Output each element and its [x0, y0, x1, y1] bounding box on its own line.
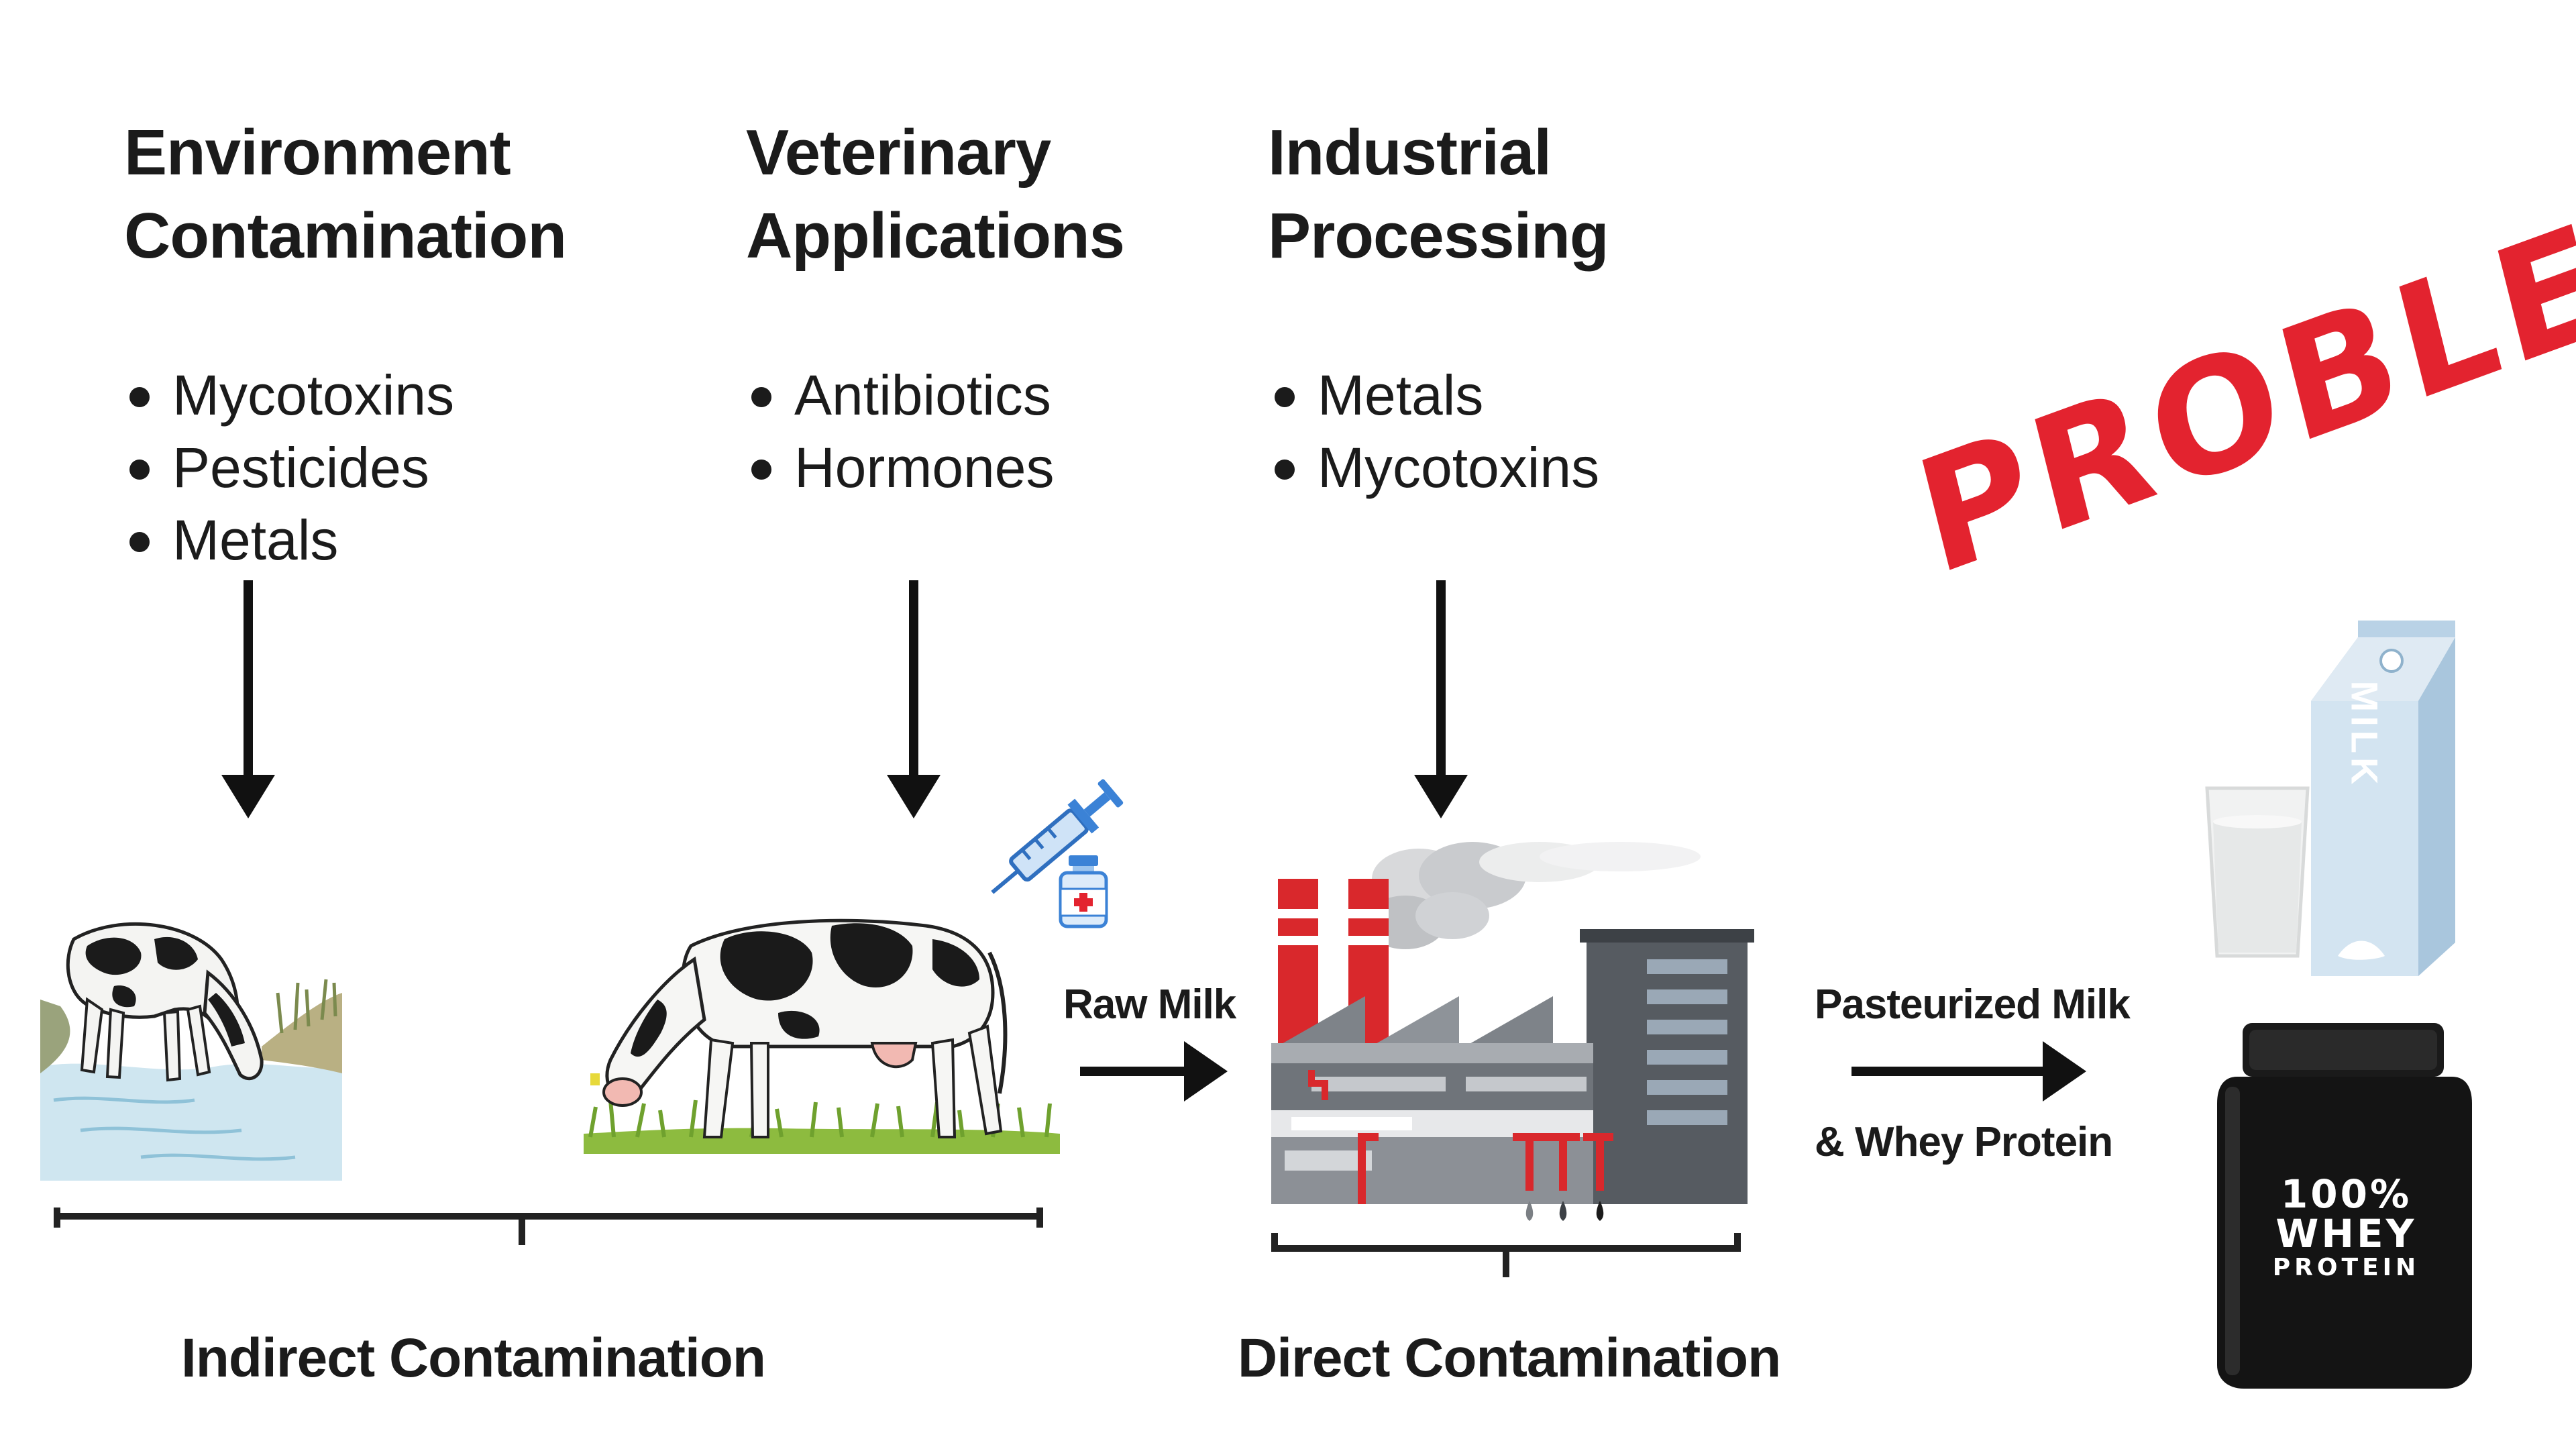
whey-tub-icon: 100% WHEY PROTEIN: [2217, 1023, 2475, 1392]
milk-glass-icon: [2205, 786, 2310, 958]
direct-bracket: [1271, 1233, 1741, 1277]
arrow-down-icon: [887, 580, 941, 818]
whey-protein-label: & Whey Protein: [1815, 1119, 2113, 1165]
factory-icon: [1271, 842, 1754, 1221]
list-item: Metals: [1269, 359, 1599, 431]
list-item: Antibiotics: [746, 359, 1054, 431]
arrow-down-icon: [221, 580, 275, 818]
list-item: Mycotoxins: [124, 359, 454, 431]
arrow-right-icon: [1851, 1041, 2086, 1102]
milk-carton-icon: MILK: [2311, 621, 2455, 976]
list-veterinary-contaminants: Antibiotics Hormones: [746, 359, 1054, 504]
problem-stamp: PROBLEM: [1902, 133, 2576, 611]
list-item: Mycotoxins: [1269, 431, 1599, 504]
list-industrial-contaminants: Metals Mycotoxins: [1269, 359, 1599, 504]
arrow-down-icon: [1414, 580, 1468, 818]
list-item: Metals: [124, 504, 454, 576]
syringe-icon: [991, 779, 1124, 894]
indirect-bracket: [54, 1208, 1043, 1245]
list-item: Pesticides: [124, 431, 454, 504]
heading-line: Environment: [124, 117, 511, 189]
heading-line: Contamination: [124, 200, 567, 272]
list-item: Hormones: [746, 431, 1054, 504]
heading-line: Veterinary: [746, 117, 1051, 189]
heading-line: Industrial: [1268, 117, 1552, 189]
pasteurized-milk-label: Pasteurized Milk: [1815, 981, 2131, 1028]
cow-drinking-icon: [40, 922, 342, 1181]
direct-contamination-label: Direct Contamination: [1238, 1328, 1781, 1389]
heading-line: Processing: [1268, 200, 1609, 272]
raw-milk-label: Raw Milk: [1063, 981, 1236, 1028]
cow-grazing-icon: [584, 918, 1060, 1154]
whey-line-1: 100%: [2280, 1171, 2412, 1217]
heading-veterinary-applications: Veterinary Applications: [746, 111, 1125, 278]
list-environment-contaminants: Mycotoxins Pesticides Metals: [124, 359, 454, 576]
heading-industrial-processing: Industrial Processing: [1268, 111, 1609, 278]
whey-line-3: PROTEIN: [2272, 1254, 2420, 1281]
carton-milk-text: MILK: [2344, 681, 2386, 789]
heading-environment-contamination: Environment Contamination: [124, 111, 567, 278]
vial-icon: [1059, 855, 1108, 928]
heading-line: Applications: [746, 200, 1125, 272]
whey-line-2: WHEY: [2275, 1211, 2417, 1256]
arrow-right-icon: [1080, 1041, 1228, 1102]
indirect-contamination-label: Indirect Contamination: [181, 1328, 766, 1389]
